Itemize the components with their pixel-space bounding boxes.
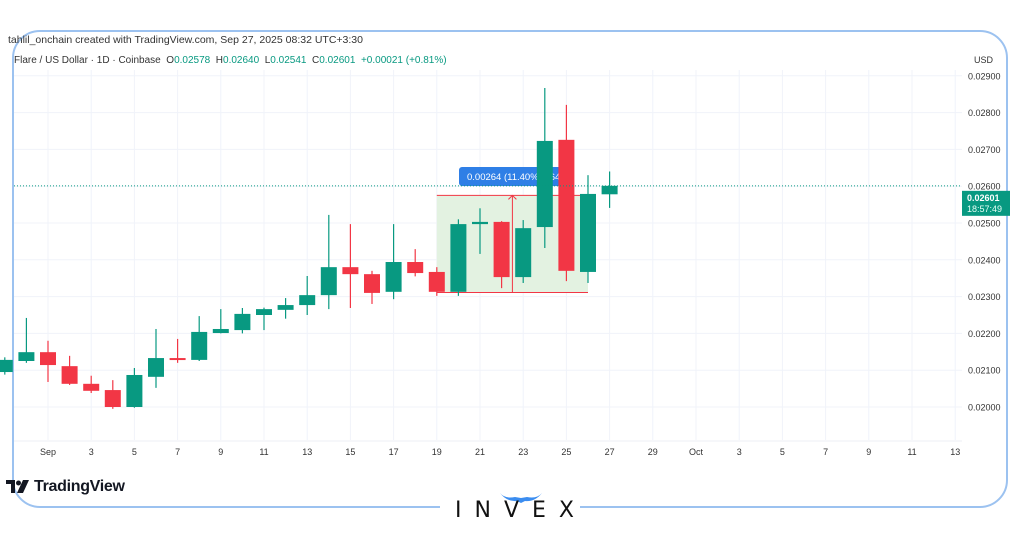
x-tick-label: 9 xyxy=(866,447,871,457)
tradingview-text: TradingView xyxy=(34,478,125,495)
credit-text: tahlil_onchain created with TradingView.… xyxy=(8,34,363,46)
invex-logo: INVEX xyxy=(455,493,587,528)
y-tick-label: 0.02900 xyxy=(968,71,1001,81)
x-tick-label: Oct xyxy=(689,447,704,457)
candle-body xyxy=(191,331,208,360)
candle-body xyxy=(212,328,229,334)
axes: 0.02000 0.02100 0.02200 0.02300 0.02400 0.025… xyxy=(14,55,1010,457)
candle-body xyxy=(558,139,575,271)
low-label: L xyxy=(264,55,271,66)
invex-text: INVEX xyxy=(455,498,587,523)
candle-body xyxy=(536,140,553,228)
candle-body xyxy=(493,221,510,278)
candle-body xyxy=(515,228,532,278)
countdown-label: 18:57:49 xyxy=(967,204,1002,214)
currency-label: USD xyxy=(974,55,994,65)
candle-body xyxy=(0,359,13,373)
x-tick-label: 15 xyxy=(345,447,355,457)
x-tick-label: 21 xyxy=(475,447,485,457)
candle-body xyxy=(40,352,56,366)
candles xyxy=(0,87,618,409)
x-tick-label: 11 xyxy=(259,447,268,457)
candle-body xyxy=(385,262,402,292)
candle-body xyxy=(18,352,35,361)
tradingview-logo-icon xyxy=(6,480,29,493)
symbol-legend: Flare / US Dollar · 1D · Coinbase O0.025… xyxy=(14,55,447,66)
close-label: C xyxy=(312,55,320,66)
high-value: 0.02640 xyxy=(223,55,260,66)
candle-body xyxy=(234,313,251,331)
x-tick-label: 23 xyxy=(518,447,528,457)
candle-body xyxy=(450,224,467,292)
tradingview-logo: TradingView xyxy=(6,478,125,496)
candle-body xyxy=(320,267,337,296)
y-tick-label: 0.02700 xyxy=(968,145,1001,155)
x-tick-label: 11 xyxy=(907,447,916,457)
open-label: O xyxy=(166,55,175,66)
y-tick-label: 0.02200 xyxy=(968,329,1001,339)
candle-body xyxy=(126,374,143,407)
x-tick-label: 17 xyxy=(389,447,399,457)
y-tick-label: 0.02400 xyxy=(968,255,1001,265)
x-tick-label: 13 xyxy=(302,447,312,457)
candle-body xyxy=(342,267,359,275)
change-value: +0.00021 (+0.81%) xyxy=(360,55,447,66)
candle-body xyxy=(428,271,445,292)
invex-bull-horns-icon xyxy=(500,493,542,503)
y-tick-label: 0.02100 xyxy=(968,366,1001,376)
candle-body xyxy=(601,185,618,195)
candle-body xyxy=(299,295,316,306)
last-price-badge xyxy=(962,190,1010,216)
high-label: H xyxy=(215,55,224,66)
candle-body xyxy=(472,221,488,225)
close-value: 0.02601 xyxy=(319,55,356,66)
x-tick-label: 7 xyxy=(175,447,180,457)
open-value: 0.02578 xyxy=(174,55,211,66)
y-tick-label: 0.02500 xyxy=(968,219,1001,229)
candle-body xyxy=(104,390,121,407)
last-price-label: 0.02601 xyxy=(967,193,1000,203)
measure-label: 0.00264 (11.40%) 264 xyxy=(467,172,560,183)
candle-body xyxy=(256,309,272,315)
candle-body xyxy=(580,193,596,272)
y-tick-label: 0.02000 xyxy=(968,403,1001,413)
frame-gap xyxy=(440,500,580,514)
x-tick-label: 9 xyxy=(218,447,223,457)
y-tick-label: 0.02600 xyxy=(968,182,1001,192)
x-tick-label: 27 xyxy=(605,447,615,457)
measure-arrow-head xyxy=(508,194,517,200)
x-tick-label: 25 xyxy=(561,447,571,457)
x-tick-label: 3 xyxy=(737,447,742,457)
x-tick-label: 5 xyxy=(132,447,137,457)
low-value: 0.02541 xyxy=(270,55,307,66)
candle-body xyxy=(61,366,78,384)
x-tick-label: 7 xyxy=(823,447,828,457)
candle-body xyxy=(277,305,294,310)
x-tick-label: 13 xyxy=(950,447,960,457)
x-tick-label: 3 xyxy=(89,447,94,457)
y-tick-label: 0.02300 xyxy=(968,292,1001,302)
symbol-name: Flare / US Dollar · 1D · Coinbase xyxy=(14,55,161,66)
candle-body xyxy=(364,274,380,293)
candle-body xyxy=(169,358,186,361)
x-tick-label: 19 xyxy=(432,447,442,457)
x-tick-label: 5 xyxy=(780,447,785,457)
y-tick-label: 0.02800 xyxy=(968,108,1001,118)
x-tick-label: Sep xyxy=(40,447,56,457)
candle-body xyxy=(407,262,424,274)
x-tick-label: 29 xyxy=(648,447,658,457)
candle-body xyxy=(83,383,100,391)
candle-body xyxy=(148,358,164,377)
